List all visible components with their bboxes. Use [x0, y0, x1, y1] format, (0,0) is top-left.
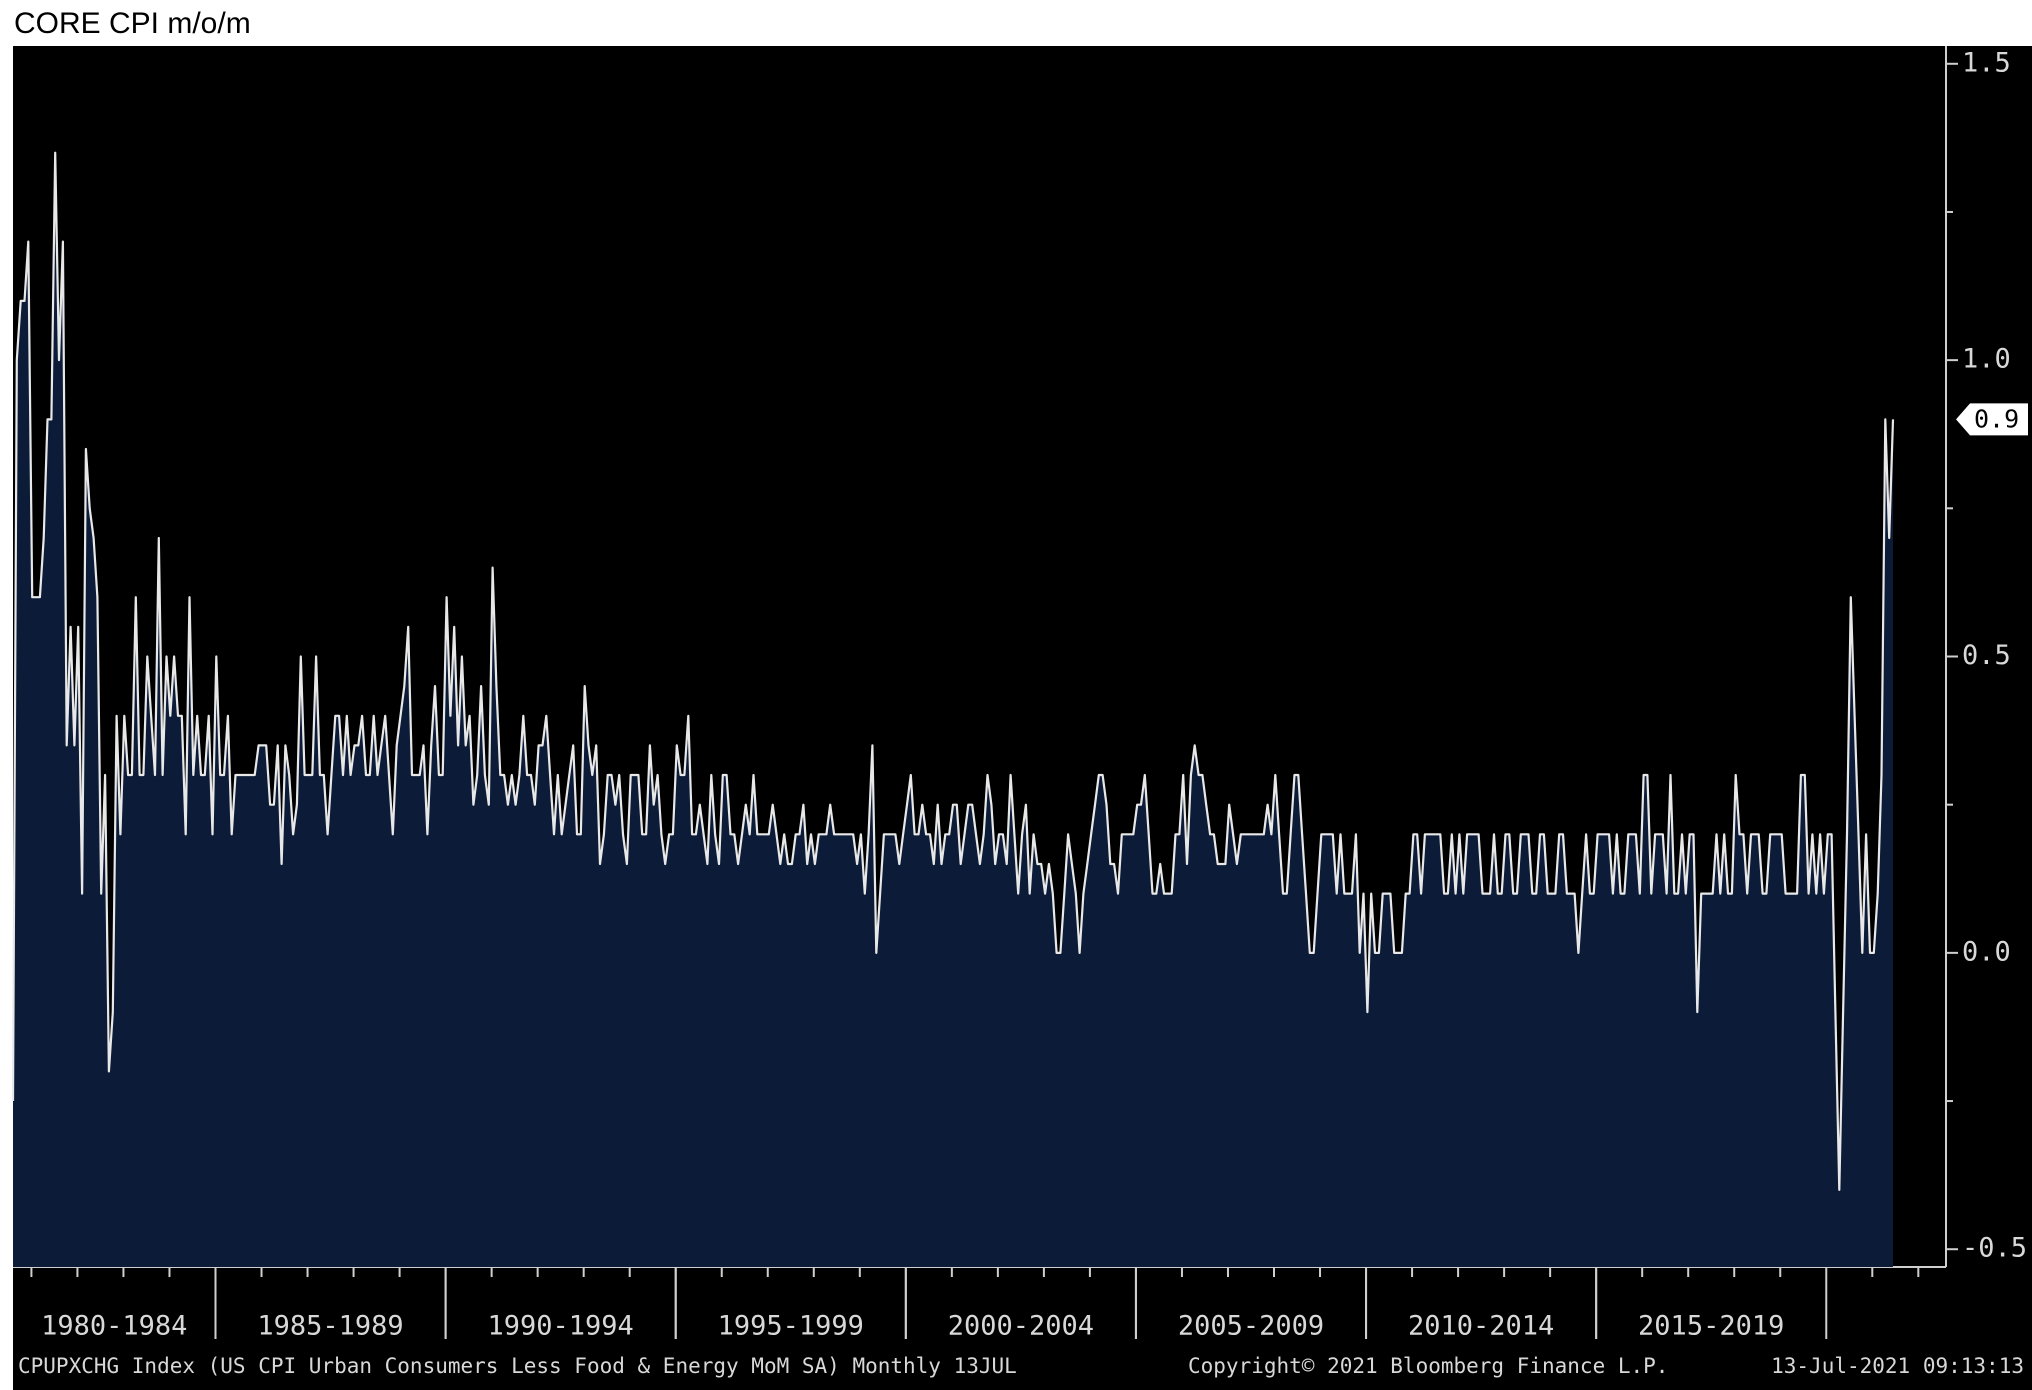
line — [11, 151, 1895, 1191]
y-tick-label: -0.5 — [1962, 1233, 2027, 1264]
x-period-label: 1985-1989 — [257, 1311, 403, 1342]
area — [13, 152, 1893, 1268]
x-period-label: 1980-1984 — [41, 1311, 187, 1342]
x-period-label: 1990-1994 — [488, 1311, 634, 1342]
x-period-label: 2005-2009 — [1178, 1311, 1324, 1342]
source-note: CPUPXCHG Index (US CPI Urban Consumers L… — [18, 1354, 1017, 1378]
x-period-label: 2015-2019 — [1638, 1311, 1784, 1342]
x-period-label: 1995-1999 — [718, 1311, 864, 1342]
copyright: Copyright© 2021 Bloomberg Finance L.P. — [1188, 1354, 1668, 1378]
y-tick-label: 0.5 — [1962, 640, 2011, 671]
timestamp: 13-Jul-2021 09:13:13 — [1771, 1354, 2024, 1378]
last-value-label: 0.9 — [1974, 404, 2019, 433]
y-tick-label: 1.0 — [1962, 344, 2011, 375]
x-period-label: 2010-2014 — [1408, 1311, 1554, 1342]
y-tick-label: 0.0 — [1962, 936, 2011, 967]
x-period-label: 2000-2004 — [948, 1311, 1094, 1342]
chart-title: CORE CPI m/o/m — [14, 7, 251, 40]
last-value-tag — [1956, 403, 2028, 436]
y-tick-label: 1.5 — [1962, 47, 2011, 78]
